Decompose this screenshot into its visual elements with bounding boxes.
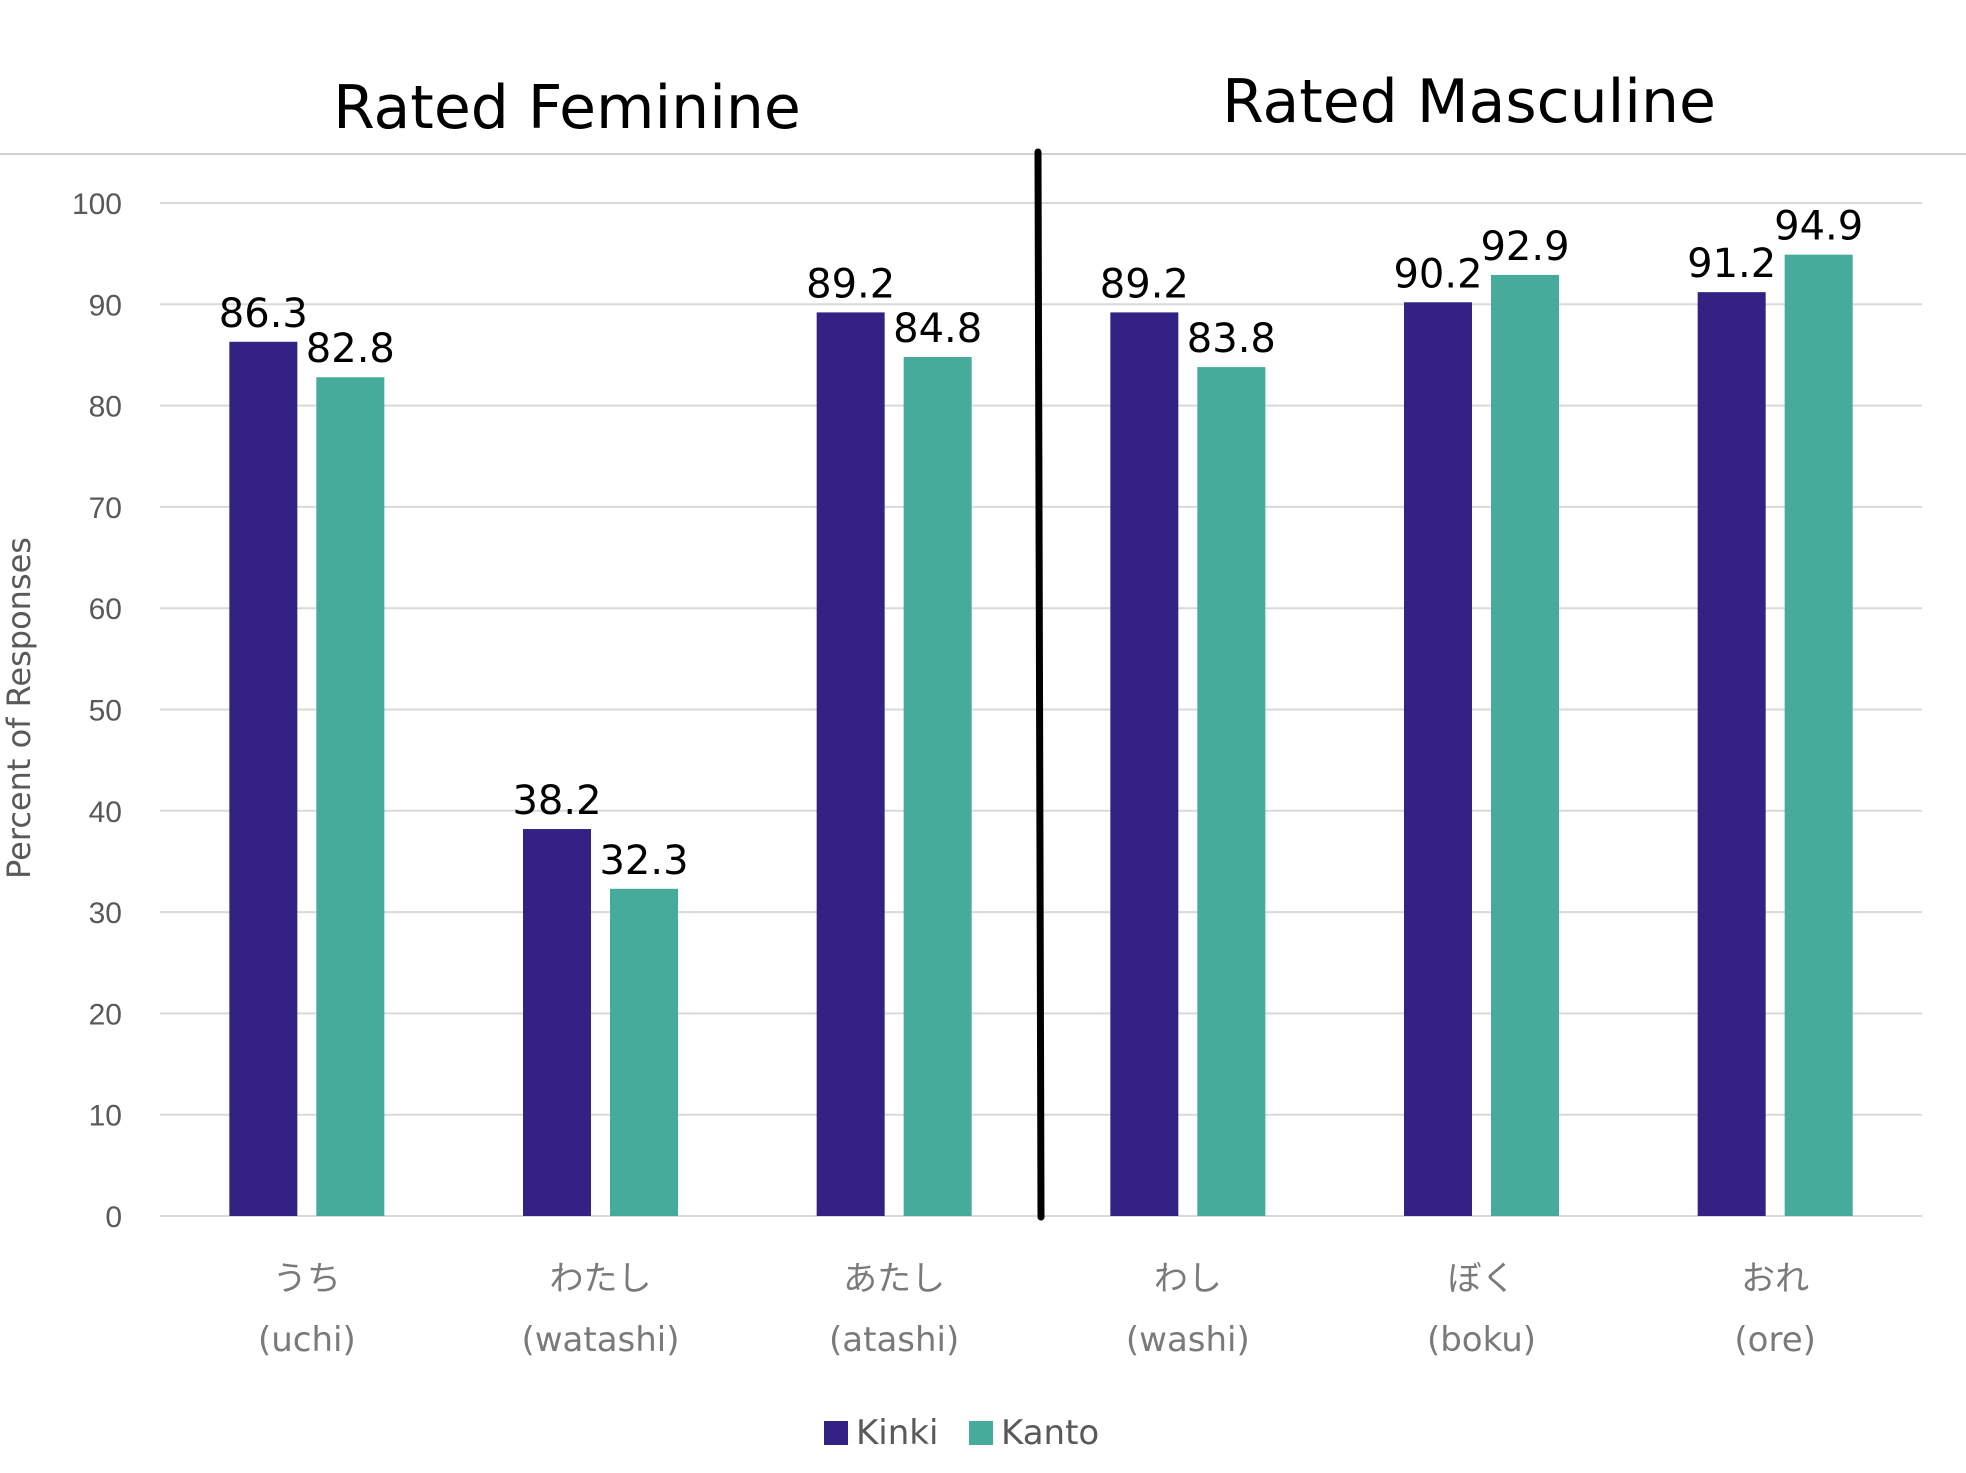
data-label-kanto: 94.9 <box>1774 204 1863 250</box>
data-label-kanto: 92.9 <box>1480 224 1569 270</box>
category-label-romaji: (atashi) <box>829 1320 959 1360</box>
category-label-romaji: (boku) <box>1427 1320 1536 1360</box>
data-label-kinki: 90.2 <box>1393 251 1482 297</box>
bar-kinki <box>229 341 298 1216</box>
data-label-kanto: 32.3 <box>599 838 688 884</box>
bar-kanto <box>1784 254 1853 1217</box>
bar-kinki <box>1697 292 1766 1216</box>
category-label-romaji: (washi) <box>1126 1320 1250 1360</box>
legend-label-kanto: Kanto <box>1001 1413 1099 1453</box>
y-tick-label: 10 <box>89 1100 122 1133</box>
bar-kanto <box>1197 367 1266 1217</box>
category-label-jp: おれ <box>1741 1259 1809 1299</box>
category-label-jp: うち <box>273 1259 341 1299</box>
legend: Kinki Kanto <box>824 1413 1099 1453</box>
y-tick-label: 90 <box>89 289 122 322</box>
y-tick-label: 80 <box>89 391 122 424</box>
category-label-romaji: (uchi) <box>258 1320 356 1360</box>
category-labels: うち (uchi) わたし (watashi) あたし (atashi) わし (washi)… <box>258 1259 1816 1360</box>
y-tick-label: 30 <box>89 897 122 930</box>
y-tick-label: 0 <box>105 1201 122 1234</box>
bar-kanto <box>610 888 678 1216</box>
bars <box>229 254 1853 1217</box>
y-tick-label: 40 <box>89 796 122 829</box>
data-label-kinki: 89.2 <box>1100 261 1189 307</box>
data-label-kinki: 38.2 <box>512 778 601 824</box>
section-label-masculine: Rated Masculine <box>1222 67 1716 137</box>
category-label-jp: ぼく <box>1448 1259 1516 1299</box>
y-tick-label: 50 <box>89 695 122 728</box>
y-tick-label: 70 <box>89 492 122 525</box>
data-label-kanto: 82.8 <box>306 326 395 372</box>
legend-label-kinki: Kinki <box>856 1413 938 1453</box>
data-labels: 86.382.838.232.389.284.889.283.890.292.9… <box>219 204 1863 884</box>
data-label-kanto: 83.8 <box>1187 316 1276 362</box>
data-label-kinki: 89.2 <box>806 261 895 307</box>
section-divider <box>1034 148 1045 1221</box>
bar-kinki <box>816 312 885 1216</box>
legend-swatch-kinki <box>824 1421 848 1445</box>
legend-swatch-kanto <box>969 1421 993 1445</box>
category-label-jp: わたし <box>550 1259 652 1299</box>
data-label-kinki: 91.2 <box>1687 241 1776 287</box>
bar-kanto <box>903 356 972 1216</box>
bar-kanto <box>1491 274 1559 1217</box>
section-label-feminine: Rated Feminine <box>333 73 801 143</box>
y-tick-label: 100 <box>72 188 122 221</box>
data-label-kanto: 84.8 <box>893 306 982 352</box>
y-tick-label: 20 <box>89 998 122 1031</box>
category-label-jp: あたし <box>843 1259 945 1299</box>
y-axis-label: Percent of Responses <box>0 537 38 879</box>
bar-kinki <box>1404 302 1472 1216</box>
bar-kanto <box>316 377 385 1217</box>
y-tick-label: 60 <box>89 593 122 626</box>
y-tick-labels: 0 10 20 30 40 50 60 70 80 90 100 <box>72 188 122 1234</box>
data-label-kinki: 86.3 <box>219 291 308 337</box>
category-label-romaji: (ore) <box>1734 1320 1815 1360</box>
category-label-romaji: (watashi) <box>521 1320 679 1360</box>
bar-kinki <box>1110 312 1179 1216</box>
category-label-jp: わし <box>1154 1259 1222 1299</box>
bar-kinki <box>523 829 591 1216</box>
